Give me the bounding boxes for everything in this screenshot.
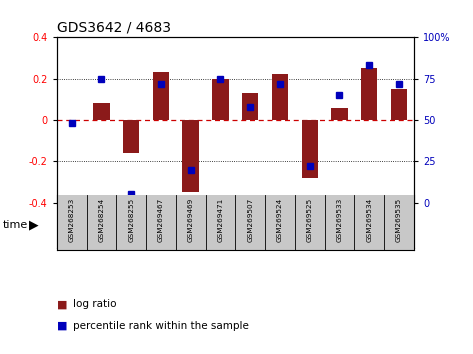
Bar — [57, 202, 146, 248]
Text: GDS3642 / 4683: GDS3642 / 4683 — [57, 21, 171, 35]
Text: ■: ■ — [57, 299, 67, 309]
Bar — [301, 120, 318, 178]
Text: 24 h: 24 h — [268, 220, 291, 230]
Text: GSM269467: GSM269467 — [158, 198, 164, 242]
Text: ▶: ▶ — [29, 219, 39, 232]
Text: time: time — [2, 220, 27, 230]
Text: log ratio: log ratio — [73, 299, 117, 309]
Bar — [361, 68, 377, 120]
Text: GSM269524: GSM269524 — [277, 198, 283, 242]
Bar — [235, 202, 324, 248]
Text: 72 h: 72 h — [358, 220, 381, 230]
Text: GSM269469: GSM269469 — [188, 198, 193, 242]
Text: percentile rank within the sample: percentile rank within the sample — [73, 321, 249, 331]
Text: GSM269534: GSM269534 — [366, 198, 372, 242]
Text: baseline control: baseline control — [60, 220, 143, 230]
Text: GSM269533: GSM269533 — [336, 198, 342, 242]
Text: GSM269535: GSM269535 — [396, 198, 402, 242]
Bar — [272, 74, 288, 120]
Text: ■: ■ — [57, 321, 67, 331]
Bar — [391, 89, 407, 120]
Bar — [242, 93, 258, 120]
Bar — [146, 202, 236, 248]
Text: GSM269525: GSM269525 — [307, 198, 313, 242]
Bar — [123, 120, 140, 153]
Text: GSM268254: GSM268254 — [98, 198, 105, 242]
Bar — [324, 202, 414, 248]
Bar — [183, 120, 199, 192]
Text: 12 h: 12 h — [179, 220, 202, 230]
Bar — [212, 79, 228, 120]
Bar — [153, 72, 169, 120]
Bar — [331, 108, 348, 120]
Text: GSM269507: GSM269507 — [247, 198, 253, 242]
Text: GSM269471: GSM269471 — [218, 198, 223, 242]
Bar — [93, 103, 110, 120]
Text: GSM268253: GSM268253 — [69, 198, 75, 242]
Text: GSM268255: GSM268255 — [128, 198, 134, 242]
